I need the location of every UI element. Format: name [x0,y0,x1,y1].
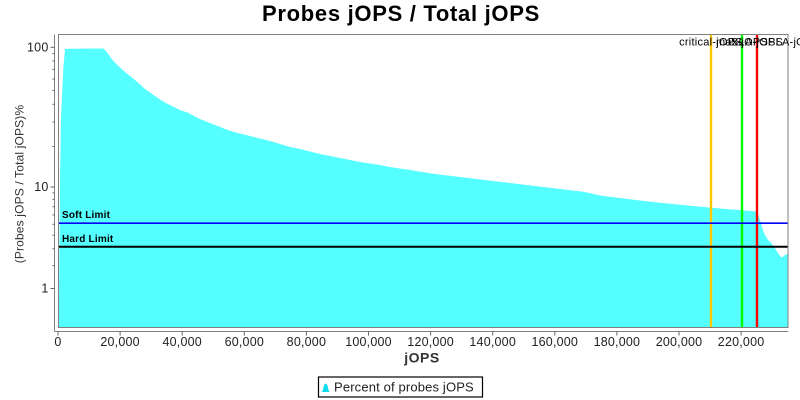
svg-text:60,000: 60,000 [225,335,264,349]
svg-text:SLA-jOPS: SLA-jOPS [731,37,783,49]
svg-text:1: 1 [41,282,48,296]
svg-text:180,000: 180,000 [594,335,641,349]
svg-text:Hard Limit: Hard Limit [62,234,114,245]
svg-text:Soft Limit: Soft Limit [62,210,111,221]
svg-text:Probes jOPS / Total jOPS: Probes jOPS / Total jOPS [262,1,540,26]
svg-text:140,000: 140,000 [469,335,516,349]
svg-text:120,000: 120,000 [407,335,454,349]
svg-text:0: 0 [54,335,61,349]
svg-text:80,000: 80,000 [287,335,326,349]
svg-text:10: 10 [34,180,48,194]
svg-text:jOPS: jOPS [403,350,439,366]
svg-text:critical-jOPS: critical-jOPS [679,37,743,49]
svg-text:SLA-jOPS: SLA-jOPS [768,37,800,49]
svg-text:40,000: 40,000 [162,335,201,349]
svg-text:100: 100 [27,41,48,55]
svg-text:(Probes jOPS / Total jOPS)%: (Probes jOPS / Total jOPS)% [13,105,27,264]
svg-text:220,000: 220,000 [718,335,765,349]
svg-text:20,000: 20,000 [100,335,139,349]
svg-text:160,000: 160,000 [532,335,579,349]
svg-text:100,000: 100,000 [345,335,392,349]
svg-text:Percent of probes jOPS: Percent of probes jOPS [334,380,474,395]
svg-text:200,000: 200,000 [656,335,703,349]
svg-text:max-jOPS: max-jOPS [716,37,768,49]
